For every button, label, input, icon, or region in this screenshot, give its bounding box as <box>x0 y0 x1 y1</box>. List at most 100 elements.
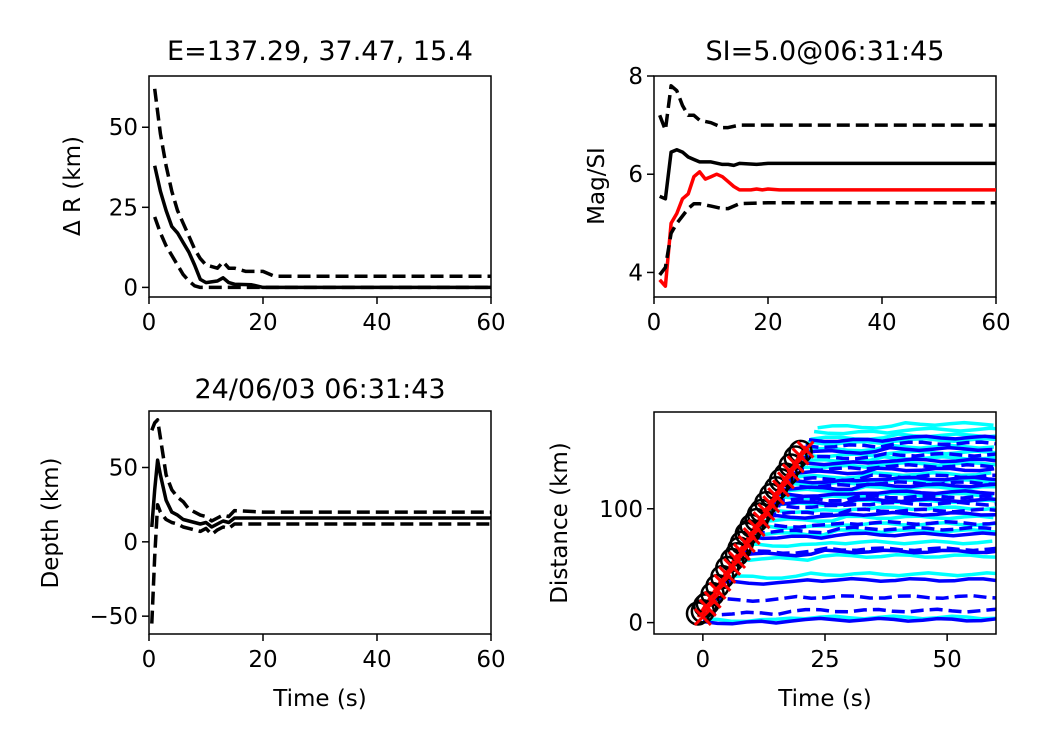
y-tick-label: 25 <box>109 195 138 221</box>
x-axis-label: Time (s) <box>777 686 872 712</box>
series-line <box>702 616 996 626</box>
y-tick-label: 0 <box>628 611 643 637</box>
series-line <box>719 576 996 586</box>
series-line <box>788 466 995 476</box>
series-line <box>805 440 996 450</box>
y-tick-label: 6 <box>628 162 643 188</box>
series-line <box>658 84 996 132</box>
x-tick-label: 25 <box>810 647 839 673</box>
x-tick-label: 0 <box>142 310 157 336</box>
series-line <box>152 165 491 290</box>
series-line <box>750 527 996 537</box>
pick-circle <box>788 439 813 465</box>
pick-x-marker <box>752 511 771 530</box>
y-tick-label: 100 <box>599 497 643 523</box>
pick-x-marker <box>762 495 781 514</box>
series-line <box>722 571 996 580</box>
series-line <box>150 502 491 624</box>
series-line <box>810 432 996 442</box>
panel-depth: 24/06/03 06:31:43 Depth (km) Time (s) 0 2… <box>38 374 506 712</box>
series-line <box>777 484 996 494</box>
series-line <box>807 436 996 446</box>
panel-magnitude: SI=5.0@06:31:45 Mag/SI 0 20 40 60 4 6 8 <box>584 36 1011 336</box>
series-line <box>801 445 993 455</box>
series-line <box>153 216 491 290</box>
pick-x-marker <box>776 471 795 490</box>
panel-delta-r: E=137.29, 37.47, 15.4 Δ R (km) 0 20 40 60 0 2… <box>60 36 506 336</box>
plot-data <box>150 418 491 624</box>
y-tick-label: 8 <box>628 64 643 90</box>
chart-title: 24/06/03 06:31:43 <box>194 374 445 405</box>
y-tick-label: 0 <box>123 530 138 556</box>
pick-x-marker <box>698 598 717 617</box>
plot-data <box>152 88 491 290</box>
plot-frame <box>148 410 492 635</box>
pick-x-marker <box>732 542 752 562</box>
series-line <box>794 457 996 467</box>
series-line <box>763 507 996 517</box>
pick-x-marker <box>703 590 722 609</box>
pick-x-marker <box>713 573 732 592</box>
plot-data <box>658 84 996 288</box>
x-tick-label: 60 <box>476 647 505 673</box>
pick-x-marker <box>708 581 727 600</box>
plot-frame <box>653 75 997 298</box>
pick-x-marker <box>796 440 815 459</box>
series-line <box>774 489 995 499</box>
pick-x-marker <box>781 463 800 482</box>
pick-x-marker <box>767 487 786 506</box>
x-tick-label: 40 <box>867 310 896 336</box>
y-axis-label: Mag/SI <box>584 147 610 225</box>
series-line <box>785 470 992 481</box>
series-line <box>817 420 994 430</box>
series-line <box>798 451 996 461</box>
series-line <box>769 497 996 506</box>
series-line <box>150 418 491 523</box>
y-tick-label: 50 <box>109 455 138 481</box>
y-tick-label: 50 <box>109 115 138 141</box>
series-line <box>658 147 996 201</box>
series-line <box>658 200 996 276</box>
x-tick-label: 20 <box>248 310 277 336</box>
x-tick-label: 20 <box>248 647 277 673</box>
y-tick-label: −50 <box>89 604 138 630</box>
plot-frame <box>148 75 492 298</box>
pick-x-marker <box>747 519 766 538</box>
x-tick-label: 60 <box>981 310 1010 336</box>
pick-x-marker <box>693 607 712 626</box>
plot-data <box>685 420 996 626</box>
series-line <box>152 88 491 278</box>
y-axis-label: Distance (km) <box>547 442 573 604</box>
pick-x-marker <box>718 565 737 584</box>
y-tick-label: 0 <box>123 275 138 301</box>
series-line <box>813 426 996 436</box>
series-line <box>790 462 996 472</box>
y-axis-label: Depth (km) <box>38 457 64 588</box>
series-line <box>792 460 996 470</box>
chart-title: SI=5.0@06:31:45 <box>706 36 945 67</box>
series-line <box>743 539 993 549</box>
series-line <box>755 519 996 529</box>
axis-ticks: 0 20 40 60 0 25 50 <box>109 115 506 336</box>
x-tick-label: 60 <box>476 310 505 336</box>
axis-ticks: 0 25 50 0 100 <box>599 497 962 673</box>
chart-title: E=137.29, 37.47, 15.4 <box>167 36 473 67</box>
x-tick-label: 50 <box>933 647 962 673</box>
series-line <box>799 449 996 459</box>
series-line <box>803 443 995 453</box>
x-axis-label: Time (s) <box>272 686 367 712</box>
x-tick-label: 0 <box>647 310 662 336</box>
y-tick-label: 4 <box>628 260 643 286</box>
pick-x-marker <box>742 527 761 546</box>
x-tick-label: 40 <box>362 310 391 336</box>
x-tick-label: 0 <box>142 647 157 673</box>
pick-x-marker <box>786 455 805 474</box>
series-line <box>734 552 996 562</box>
series-line <box>738 546 996 555</box>
series-line <box>702 607 996 617</box>
pick-x-marker <box>757 503 776 522</box>
series-line <box>778 482 996 492</box>
pick-x-marker <box>771 479 791 498</box>
